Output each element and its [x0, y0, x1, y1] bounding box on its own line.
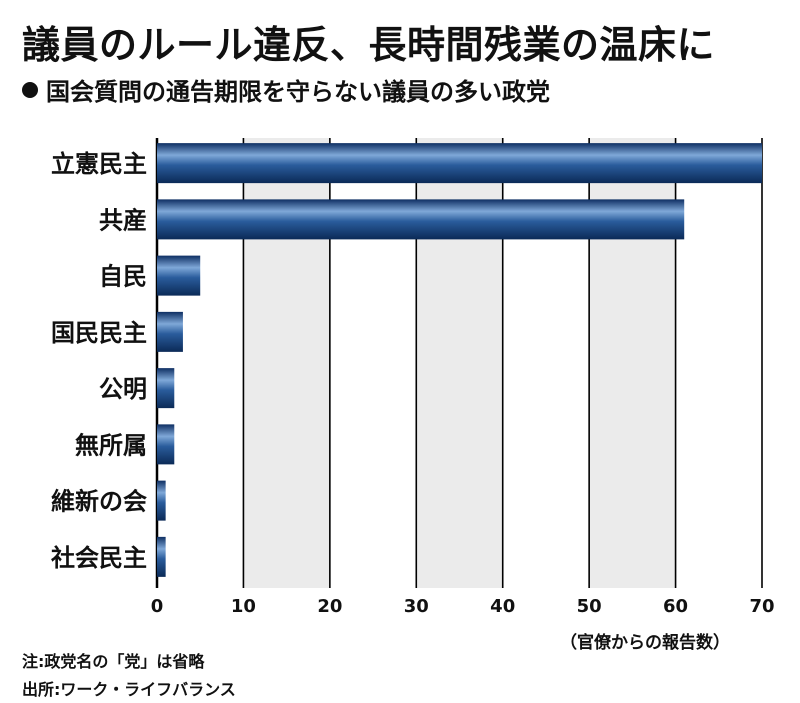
bar [157, 480, 166, 521]
bar [157, 311, 183, 352]
bar [157, 143, 762, 184]
category-label: 維新の会 [51, 488, 147, 516]
bar [157, 199, 685, 240]
unit-label: （官僚からの報告数） [560, 633, 730, 653]
bar [157, 255, 201, 296]
category-label: 立憲民主 [51, 150, 147, 178]
x-tick-label: 40 [490, 596, 515, 617]
source-note: 出所:ワーク・ライフバランス [22, 680, 236, 699]
x-tick-label: 50 [577, 596, 602, 617]
x-tick-label: 60 [663, 596, 688, 617]
chart-subtitle: 国会質問の通告期限を守らない議員の多い政党 [22, 72, 550, 107]
category-label: 共産 [99, 206, 147, 234]
bar [157, 424, 175, 465]
category-label: 無所属 [75, 431, 147, 459]
category-label: 国民民主 [51, 319, 147, 347]
footnote: 注:政党名の「党」は省略 [22, 652, 205, 671]
category-label: 社会民主 [51, 544, 147, 572]
x-tick-label: 70 [749, 596, 774, 617]
x-tick-label: 20 [317, 596, 342, 617]
bar [157, 368, 175, 409]
chart-subtitle-text: 国会質問の通告期限を守らない議員の多い政党 [46, 78, 550, 106]
x-tick-label: 10 [231, 596, 256, 617]
bar [157, 536, 166, 577]
x-tick-label: 0 [151, 596, 164, 617]
chart-title: 議員のルール違反、長時間残業の温床に [22, 23, 716, 67]
bullet-icon [22, 81, 38, 98]
category-label: 公明 [99, 375, 147, 403]
x-tick-label: 30 [404, 596, 429, 617]
category-label: 自民 [99, 263, 147, 291]
